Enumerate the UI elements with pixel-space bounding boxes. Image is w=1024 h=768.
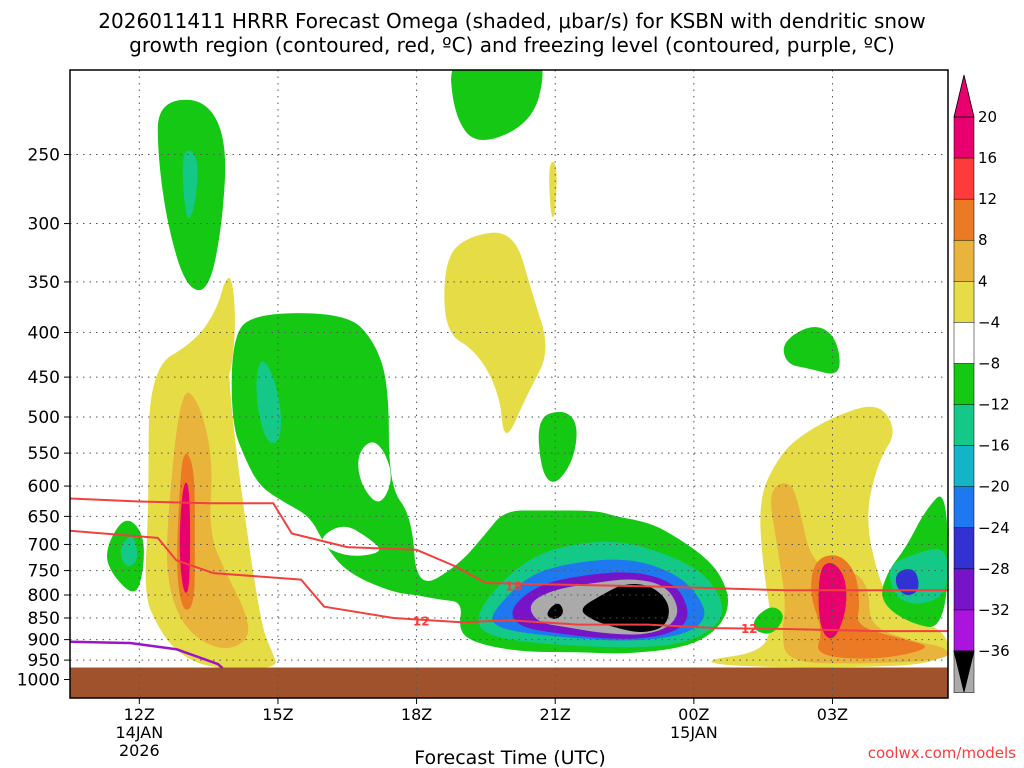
y-tick-label-950: 950 [28, 651, 60, 671]
y-tick-label-250: 250 [28, 146, 60, 166]
omega-region-sinking-yellow-mid [444, 232, 546, 434]
colorbar-label-6: −8 [978, 354, 1000, 372]
colorbar-swatch-8 [953, 445, 975, 488]
omega-region-sinking-magenta-east [818, 563, 847, 639]
omega-region-rising-black-core [582, 584, 669, 632]
omega-region-sinking-magenta-core [179, 482, 191, 593]
omega-region-rising-green-ne [783, 326, 840, 374]
y-tick-label-800: 800 [28, 586, 60, 606]
colorbar-label-1: 16 [978, 149, 997, 167]
ground-surface [70, 667, 948, 698]
y-tick-label-700: 700 [28, 535, 60, 555]
y-axis-ticks: 2503003504004505005506006507007508008509… [17, 146, 70, 691]
y-tick-label-300: 300 [28, 215, 60, 235]
colorbar-bottom-arrow [953, 650, 975, 693]
omega-region-rising-teal-central [256, 361, 282, 444]
y-tick-label-650: 650 [28, 507, 60, 527]
y-tick-label-900: 900 [28, 631, 60, 651]
x-tick-date-00Z: 15JAN [670, 723, 718, 742]
contour-label-12-east: 12 [741, 622, 758, 636]
colorbar-label-9: −20 [978, 478, 1010, 496]
x-tick-year-12Z: 2026 [119, 741, 160, 760]
colorbar-swatch-7 [953, 404, 975, 447]
y-tick-label-350: 350 [28, 273, 60, 293]
omega-region-rising-teal-west [120, 536, 137, 567]
x-tick-date-12Z: 14JAN [115, 723, 163, 742]
x-tick-label-18Z: 18Z [401, 705, 432, 724]
gridlines [70, 70, 948, 698]
y-tick-label-400: 400 [28, 324, 60, 344]
omega-region-rising-green-east-low [753, 607, 783, 634]
omega-region-rising-black-small [547, 603, 563, 619]
omega-region-rising-green-top [451, 70, 543, 140]
x-axis-title: Forecast Time (UTC) [414, 747, 605, 768]
colorbar-label-5: −4 [978, 313, 1000, 331]
colorbar-swatch-1 [953, 157, 975, 200]
colorbar-label-10: −24 [978, 519, 1010, 537]
dgz-contour-lower [70, 529, 948, 633]
omega-region-sinking-orange-east [771, 483, 948, 664]
y-tick-label-750: 750 [28, 562, 60, 582]
colorbar-label-7: −12 [978, 396, 1010, 414]
colorbar-label-2: 12 [978, 190, 997, 208]
colorbar-label-11: −28 [978, 560, 1010, 578]
omega-region-rising-teal-upper [182, 150, 198, 219]
freezing-level-contour [70, 640, 224, 669]
colorbar-swatch-10 [953, 527, 975, 570]
colorbar-label-8: −16 [978, 437, 1010, 455]
omega-region-sinking-yellow-dot [549, 162, 557, 218]
colorbar-swatch-12 [953, 609, 975, 652]
omega-shaded-regions [107, 70, 948, 669]
colorbar-swatch-9 [953, 486, 975, 529]
y-tick-label-600: 600 [28, 477, 60, 497]
colorbar-label-12: −32 [978, 601, 1010, 619]
chart-title-line-2: growth region (contoured, red, ºC) and f… [129, 33, 895, 57]
colorbar-swatch-3 [953, 239, 975, 283]
x-tick-label-21Z: 21Z [540, 705, 571, 724]
colorbar: 20 16 12 8 4 −4 −8 −12 −16 −20 −24 −28 −32 −36 [953, 74, 1010, 693]
colorbar-swatch-2 [953, 198, 975, 241]
chart-title-line-1: 2026011411 HRRR Forecast Omega (shaded, … [98, 9, 925, 33]
colorbar-label-13: −36 [978, 642, 1010, 660]
contour-lines: 12 18 12 [70, 497, 948, 669]
x-tick-label-03Z: 03Z [817, 705, 848, 724]
y-tick-label-850: 850 [28, 609, 60, 629]
colorbar-label-4: 4 [978, 272, 988, 290]
plot-frame [69, 69, 949, 699]
x-tick-label-12Z: 12Z [124, 705, 155, 724]
omega-region-rising-blue-east [895, 569, 919, 596]
colorbar-swatch-4 [953, 281, 975, 324]
contour-label-12-west: 12 [413, 615, 430, 629]
dgz-contour-upper [70, 497, 948, 592]
x-tick-label-00Z: 00Z [678, 705, 709, 724]
y-tick-label-1000: 1000 [17, 671, 60, 691]
colorbar-swatch-5 [953, 322, 975, 365]
y-tick-label-500: 500 [28, 408, 60, 428]
y-tick-label-550: 550 [28, 444, 60, 464]
watermark-text: coolwx.com/models [868, 744, 1016, 762]
colorbar-top-arrow [953, 74, 975, 118]
contour-label-18: 18 [505, 579, 522, 593]
omega-region-clear-gap-central [358, 442, 391, 502]
colorbar-swatch-11 [953, 568, 975, 611]
colorbar-swatch-0 [953, 116, 975, 159]
omega-region-rising-green-mid [538, 411, 577, 482]
y-tick-label-450: 450 [28, 368, 60, 388]
colorbar-label-3: 8 [978, 231, 988, 249]
colorbar-swatch-6 [953, 363, 975, 406]
x-tick-label-15Z: 15Z [262, 705, 293, 724]
colorbar-label-0: 20 [978, 108, 997, 126]
omega-region-sinking-yellow-hook [222, 278, 235, 375]
